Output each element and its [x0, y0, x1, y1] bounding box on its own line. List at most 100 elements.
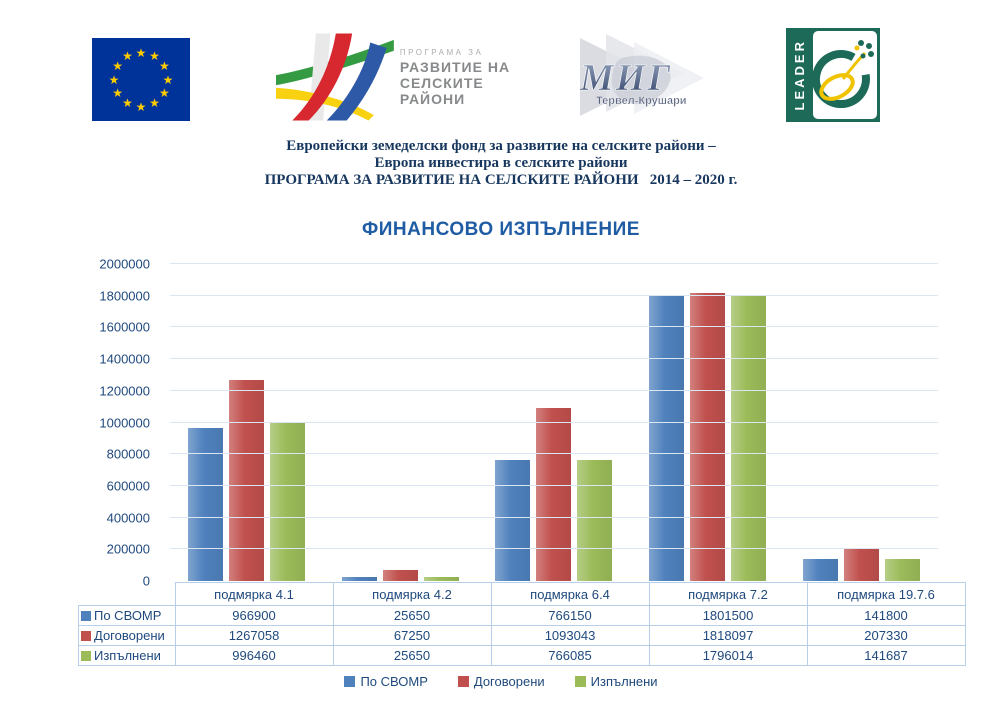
gridline	[170, 263, 938, 264]
rural-development-programme-logo: ПРОГРАМА ЗА РАЗВИТИЕ НА СЕЛСКИТЕ РАЙОНИ	[276, 30, 544, 124]
bar-group	[324, 264, 478, 581]
eu-star-icon: ★	[158, 86, 170, 100]
gridline	[170, 453, 938, 455]
legend-label: Изпълнени	[590, 674, 658, 689]
legend-item: Договорени	[457, 674, 545, 689]
header-line2: Европа инвестира в селските райони	[374, 155, 628, 171]
value-cell: 1801500	[648, 605, 808, 626]
bar	[341, 576, 377, 581]
y-tick-label: 600000	[106, 478, 150, 494]
gridline	[170, 389, 938, 391]
y-tick-label: 400000	[106, 510, 150, 526]
eu-star-icon: ★	[162, 72, 174, 87]
prsr-ribbons-icon	[276, 33, 394, 121]
bar	[843, 548, 879, 581]
value-cell: 25650	[332, 645, 492, 666]
y-tick-label: 0	[142, 573, 150, 589]
eu-star-icon: ★	[122, 95, 133, 110]
bar	[423, 576, 459, 581]
category-header-cell: подмярка 19.7.6	[806, 582, 966, 606]
bar	[495, 459, 531, 581]
category-header-cell: подмярка 4.2	[332, 582, 492, 606]
y-tick-label: 1800000	[99, 288, 150, 304]
value-cell: 766150	[490, 605, 650, 626]
bar-group	[477, 264, 631, 581]
mig-triangles-icon: МИГ Тервел-Крушари	[579, 34, 704, 116]
category-header-cell: подмярка 7.2	[648, 582, 808, 606]
bar	[690, 292, 726, 581]
chart-data-table: подмярка 4.1 подмярка 4.2 подмярка 6.4 подм…	[78, 582, 966, 666]
value-cell: 1796014	[648, 645, 808, 666]
y-tick-label: 1600000	[99, 319, 150, 335]
eu-star-icon: ★	[122, 49, 133, 64]
series-label-cell: По СВОМР	[78, 605, 176, 626]
legend-label: По СВОМР	[360, 674, 428, 689]
table-row: По СВОМР 966900 25650 766150 1801500 141800	[78, 605, 966, 626]
document-header: Европейски земеделски фонд за развитие н…	[0, 138, 1002, 189]
legend-label: Договорени	[473, 674, 545, 689]
y-tick-label: 1200000	[99, 383, 150, 399]
legend-item: Изпълнени	[574, 674, 658, 689]
gridline	[170, 294, 938, 296]
eu-star-icon: ★	[158, 59, 170, 73]
bar	[229, 380, 265, 581]
legend-swatch-icon	[344, 676, 356, 687]
eu-star-icon: ★	[108, 72, 120, 87]
gridline	[170, 484, 938, 486]
y-tick-label: 1400000	[99, 351, 150, 367]
leader-sprig-icon	[812, 40, 874, 108]
table-corner-cell	[79, 583, 176, 606]
mig-tervel-krushari-logo: МИГ Тервел-Крушари	[562, 28, 714, 120]
category-header-cell: подмярка 6.4	[490, 582, 650, 606]
value-cell: 207330	[806, 625, 966, 646]
value-cell: 1818097	[648, 625, 808, 646]
bar	[577, 459, 613, 581]
header-line3: ПРОГРАМА ЗА РАЗВИТИЕ НА СЕЛСКИТЕ РАЙОНИ …	[264, 172, 738, 188]
bar	[884, 558, 920, 581]
legend-item: По СВОМР	[344, 674, 428, 689]
eu-star-icon: ★	[112, 59, 123, 73]
leader-label: LEADER	[792, 39, 807, 111]
prsr-line2: РАЗВИТИЕ НА	[399, 58, 511, 75]
y-tick-label: 1000000	[99, 415, 150, 430]
eu-star-icon: ★	[112, 86, 123, 100]
table-row: Договорени 1267058 67250 1093043 1818097 2073…	[78, 625, 966, 646]
y-tick-label: 2000000	[99, 256, 150, 272]
series-swatch-icon	[81, 631, 91, 641]
bar	[802, 558, 838, 581]
category-header-cell: подмярка 4.1	[174, 582, 334, 606]
table-row: Изпълнени 996460 25650 766085 1796014 141687	[78, 645, 966, 666]
value-cell: 996460	[174, 645, 334, 666]
eu-star-icon: ★	[135, 45, 147, 60]
gridline	[170, 326, 938, 328]
series-label-cell: Изпълнени	[78, 645, 176, 666]
leader-emblem-panel	[812, 31, 877, 119]
legend-swatch-icon	[574, 676, 586, 687]
header-line1: Европейски земеделски фонд за развитие н…	[286, 138, 716, 154]
y-tick-label: 200000	[106, 541, 150, 557]
value-cell: 766085	[490, 645, 650, 666]
bar	[382, 570, 418, 581]
value-cell: 25650	[332, 605, 492, 626]
y-tick-label: 800000	[106, 446, 150, 462]
bar	[536, 407, 572, 581]
gridline	[170, 358, 938, 360]
prsr-line3: СЕЛСКИТЕ РАЙОНИ	[399, 74, 484, 107]
eu-star-icon: ★	[149, 49, 160, 64]
gridline	[170, 516, 938, 518]
bar-group	[784, 264, 938, 581]
eu-flag-logo: ★ ★ ★ ★ ★ ★ ★ ★ ★ ★ ★ ★	[92, 38, 190, 121]
bar	[649, 295, 685, 581]
category-header-row: подмярка 4.1 подмярка 4.2 подмярка 6.4 подм…	[79, 582, 966, 606]
prsr-logo-text: ПРОГРАМА ЗА РАЗВИТИЕ НА СЕЛСКИТЕ РАЙОНИ	[400, 48, 544, 107]
value-cell: 966900	[174, 605, 334, 626]
bar-group	[170, 264, 324, 581]
eu-star-icon: ★	[149, 95, 160, 110]
y-axis: 0 200000 400000 600000 800000 1000000 1200000 1…	[0, 257, 158, 589]
series-swatch-icon	[81, 651, 91, 661]
value-cell: 1267058	[174, 625, 334, 646]
eu-star-icon: ★	[135, 99, 147, 114]
bar	[270, 423, 306, 581]
bar-groups	[170, 264, 938, 581]
